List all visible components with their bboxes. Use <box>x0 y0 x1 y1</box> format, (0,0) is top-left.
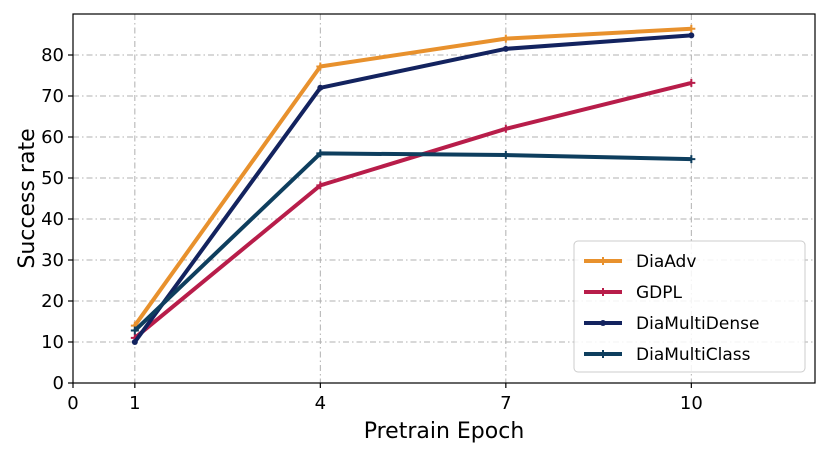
data-point-diamulticlass <box>687 155 696 164</box>
y-tick-label: 10 <box>41 332 64 353</box>
data-point-diamultidense <box>317 84 324 91</box>
data-point-diamulticlass <box>316 149 325 158</box>
legend-label-gdpl: GDPL <box>636 283 683 303</box>
y-tick-label: 20 <box>41 291 64 312</box>
x-tick-label: 4 <box>315 393 326 414</box>
y-tick-label: 80 <box>41 45 64 66</box>
legend-marker-diaadv <box>599 257 607 265</box>
x-tick-label: 10 <box>680 393 703 414</box>
y-tick-label: 0 <box>53 373 64 394</box>
data-point-diaadv <box>687 24 696 33</box>
series-diaadv <box>130 24 696 330</box>
legend-label-diaadv: DiaAdv <box>636 252 696 272</box>
legend-label-diamultidense: DiaMultiDense <box>636 314 759 334</box>
series-lines <box>130 24 696 345</box>
series-line-diamultidense <box>133 33 692 344</box>
x-tick-label: 7 <box>500 393 511 414</box>
data-point-diamultidense <box>131 339 138 345</box>
data-point-diaadv <box>501 34 510 43</box>
data-point-gdpl <box>687 78 696 87</box>
axis-ticks: 0 10 20 30 40 50 60 70 80 0 1 4 7 10 <box>41 45 703 414</box>
legend-marker-gdpl <box>599 288 607 296</box>
legend-marker-diamulticlass <box>599 350 607 358</box>
data-point-gdpl <box>316 181 325 190</box>
series-line-gdpl <box>133 80 692 340</box>
y-tick-label: 50 <box>41 168 64 189</box>
y-tick-label: 60 <box>41 127 64 148</box>
x-axis-title: Pretrain Epoch <box>364 419 525 444</box>
legend-label-diamulticlass: DiaMultiClass <box>636 345 751 365</box>
series-diamultidense <box>131 32 695 345</box>
data-point-diaadv <box>316 62 325 71</box>
legend: DiaAdv GDPL DiaMultiDense DiaMultiClass <box>573 240 806 373</box>
data-point-diamultidense <box>688 32 695 39</box>
plot-frame <box>72 13 816 384</box>
series-gdpl <box>130 78 696 342</box>
series-line-diamulticlass <box>133 151 692 332</box>
y-tick-label: 30 <box>41 250 64 271</box>
series-line-diaadv <box>133 26 692 327</box>
data-point-diamultidense <box>502 45 509 52</box>
y-axis-title: Success rate <box>15 128 40 268</box>
data-point-gdpl <box>501 124 510 133</box>
data-point-diamulticlass <box>501 151 510 160</box>
x-tick-label: 1 <box>129 393 140 414</box>
data-point-diamulticlass <box>130 326 139 335</box>
series-diamulticlass <box>130 149 696 335</box>
y-tick-label: 70 <box>41 86 64 107</box>
legend-box <box>573 240 806 373</box>
x-tick-label: 0 <box>67 393 78 414</box>
legend-marker-diamultidense <box>600 320 606 326</box>
y-tick-label: 40 <box>41 209 64 230</box>
